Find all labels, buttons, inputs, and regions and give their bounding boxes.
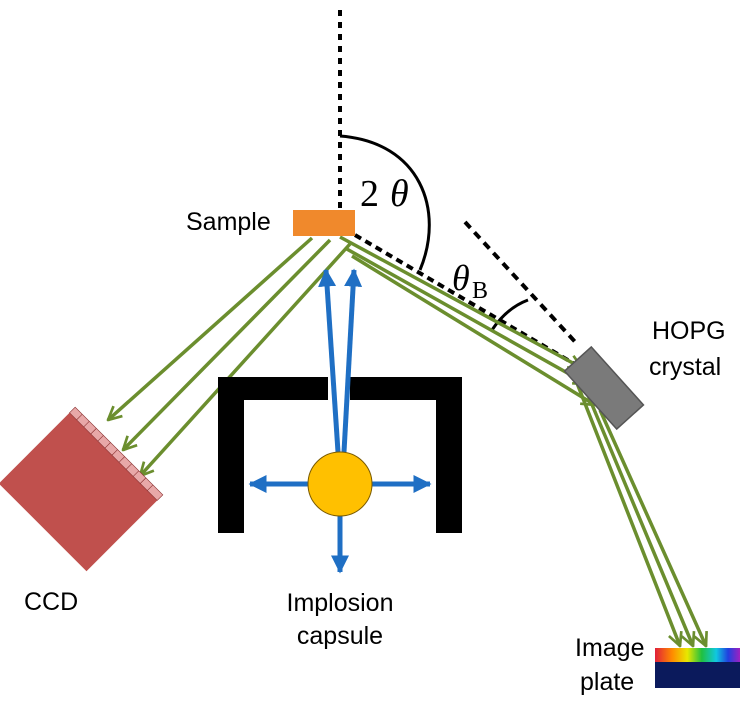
ccd-beams [108, 236, 352, 476]
ccd-label: CCD [24, 588, 78, 616]
beam-to-ccd-1 [108, 236, 314, 420]
arrow-up-left [318, 268, 341, 453]
image-plate-label-line1: Image [575, 634, 644, 662]
theta-b-symbol: θ [452, 258, 470, 298]
image-plate [655, 648, 740, 688]
capsule-label-line2: capsule [297, 622, 383, 650]
hopg-diffracted-beams [573, 377, 706, 646]
beam-to-hopg-3 [351, 254, 595, 405]
ccd-body [0, 412, 158, 572]
ccd-detector [0, 406, 164, 572]
beam-to-ccd-3 [140, 242, 352, 476]
beam-to-hopg-2 [344, 246, 587, 386]
image-plate-color-strip [655, 648, 740, 662]
capsule-emission-arrows [248, 268, 432, 574]
capsule-label-line1: Implosion [287, 589, 394, 617]
beam-to-ccd-2 [123, 238, 332, 450]
shield [218, 377, 462, 533]
sample-block [293, 210, 355, 236]
beam-to-hopg-1 [339, 235, 582, 370]
beam-to-plate-3 [598, 409, 706, 646]
image-plate-base [655, 662, 740, 688]
ccd-pixel-strip [69, 406, 164, 501]
two-theta-symbol: θ [390, 173, 409, 215]
hopg-crystal [563, 345, 645, 431]
beam-to-plate-2 [586, 394, 693, 646]
theta-b-subscript: B [472, 278, 488, 304]
shield-right [350, 377, 462, 533]
two-theta-arc [339, 134, 431, 271]
beam-to-plate-1 [573, 377, 680, 646]
hopg-incident-beams [339, 235, 595, 405]
arrow-up-right [341, 268, 363, 453]
theta-b-arc [490, 298, 529, 331]
image-plate-label-line2: plate [580, 668, 634, 696]
hopg-label-line1: HOPG [652, 317, 726, 345]
hopg-label-line2: crystal [649, 353, 721, 381]
implosion-capsule [307, 451, 373, 517]
shield-left [218, 377, 328, 533]
sample-label: Sample [186, 208, 271, 236]
two-theta-number: 2 [360, 173, 379, 215]
